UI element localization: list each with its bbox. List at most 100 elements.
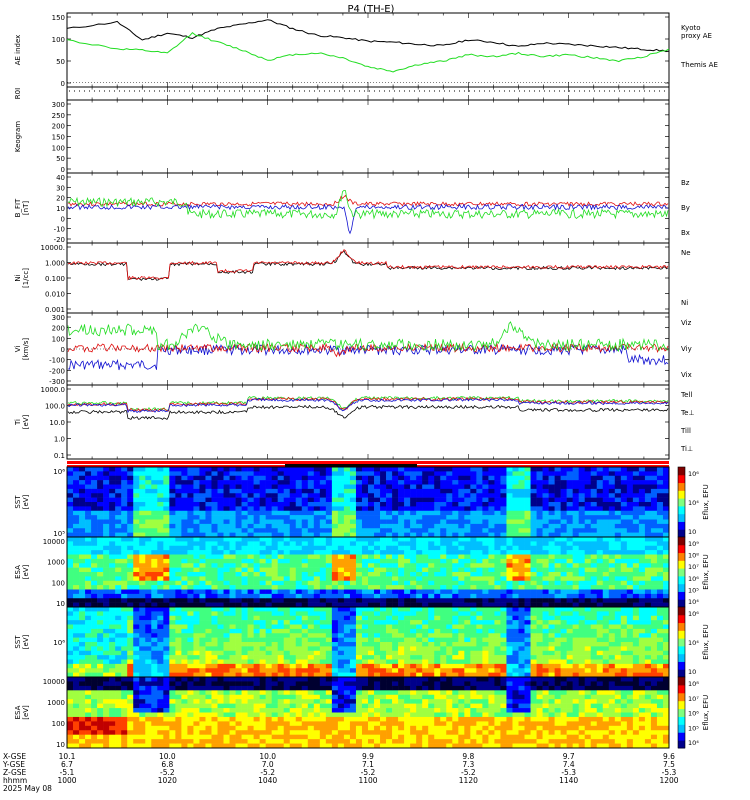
spectrogram-cell: [633, 485, 639, 490]
spectrogram-cell: [91, 541, 97, 546]
spectrogram-cell: [163, 506, 169, 511]
spectrogram-cell: [278, 629, 284, 634]
spectrogram-cell: [482, 498, 488, 503]
spectrogram-cell: [139, 559, 145, 564]
spectrogram-cell: [218, 537, 224, 542]
spectrogram-cell: [218, 607, 224, 612]
spectrogram-cell: [193, 550, 199, 555]
spectrogram-cell: [218, 555, 224, 560]
spectrogram-cell: [398, 555, 404, 560]
spectrogram-cell: [398, 467, 404, 472]
spectrogram-cell: [308, 651, 314, 656]
spectrogram-cell: [248, 642, 254, 647]
spectrogram-cell: [500, 576, 506, 581]
spectrogram-cell: [193, 467, 199, 472]
spectrogram-cell: [230, 541, 236, 546]
spectrogram-cell: [476, 585, 482, 590]
spectrogram-cell: [224, 485, 230, 490]
spectrogram-cell: [615, 467, 621, 472]
spectrogram-cell: [205, 664, 211, 669]
spectrogram-cell: [187, 502, 193, 507]
spectrogram-cell: [537, 594, 543, 599]
spectrogram-cell: [308, 611, 314, 616]
colorbar-tick: 10⁴: [688, 739, 699, 747]
spectrogram-cell: [284, 642, 290, 647]
spectrogram-cell: [211, 502, 217, 507]
spectrogram-cell: [278, 520, 284, 525]
spectrogram-cell: [224, 489, 230, 494]
spectrogram-cell: [555, 563, 561, 568]
spectrogram-cell: [187, 611, 193, 616]
spectrogram-cell: [452, 515, 458, 520]
spectrogram-cell: [103, 506, 109, 511]
spectrogram-cell: [260, 524, 266, 529]
spectrogram-cell: [633, 498, 639, 503]
spectrogram-cell: [362, 563, 368, 568]
spectrogram-cell: [248, 629, 254, 634]
spectrogram-cell: [169, 476, 175, 481]
spectrogram-cell: [332, 655, 338, 660]
spectrogram-cell: [163, 511, 169, 516]
spectrogram-cell: [266, 664, 272, 669]
spectrogram-cell: [591, 502, 597, 507]
spectrogram-cell: [145, 559, 151, 564]
spectrogram-cell: [193, 576, 199, 581]
spectrogram-cell: [422, 590, 428, 595]
spectrogram-cell: [121, 625, 127, 630]
spectrogram-cell: [67, 524, 73, 529]
spectrogram-cell: [621, 594, 627, 599]
spectrogram-cell: [151, 471, 157, 476]
spectrogram-cell: [272, 515, 278, 520]
spectrogram-cell: [434, 471, 440, 476]
spectrogram-cell: [591, 520, 597, 525]
spectrogram-cell: [97, 550, 103, 555]
spectrogram-cell: [362, 537, 368, 542]
spectrogram-cell: [651, 550, 657, 555]
spectrogram-cell: [97, 633, 103, 638]
spectrogram-cell: [181, 668, 187, 673]
spectrogram-cell: [284, 594, 290, 599]
y-tick-label: 10: [56, 205, 65, 213]
spectrogram-cell: [350, 559, 356, 564]
spectrogram-cell: [621, 555, 627, 560]
spectrogram-cell: [320, 520, 326, 525]
spectrogram-cell: [97, 498, 103, 503]
spectrogram-cell: [525, 485, 531, 490]
spectrogram-cell: [663, 585, 669, 590]
spectrogram-cell: [175, 620, 181, 625]
spectrogram-cell: [290, 651, 296, 656]
spectrogram-cell: [145, 668, 151, 673]
spectrogram-cell: [392, 520, 398, 525]
spectrogram-cell: [410, 576, 416, 581]
spectrogram-cell: [67, 646, 73, 651]
spectrogram-cell: [458, 541, 464, 546]
spectrogram-cell: [422, 502, 428, 507]
spectrogram-cell: [615, 559, 621, 564]
spectrogram-cell: [332, 620, 338, 625]
spectrogram-cell: [651, 563, 657, 568]
y-tick-label: -10: [54, 226, 65, 234]
spectrogram-cell: [380, 537, 386, 542]
spectrogram-cell: [133, 668, 139, 673]
spectrogram-cell: [338, 563, 344, 568]
spectrogram-cell: [404, 572, 410, 577]
spectrogram-cell: [187, 576, 193, 581]
spectrogram-cell: [434, 493, 440, 498]
spectrogram-cell: [260, 467, 266, 472]
spectrogram-cell: [422, 467, 428, 472]
spectrogram-cell: [392, 594, 398, 599]
spectrogram-cell: [97, 485, 103, 490]
spectrogram-cell: [169, 489, 175, 494]
spectrogram-cell: [284, 572, 290, 577]
spectrogram-cell: [97, 594, 103, 599]
spectrogram-cell: [163, 625, 169, 630]
y-axis-label: [km/s]: [22, 338, 30, 361]
spectrogram-cell: [549, 585, 555, 590]
spectrogram-cell: [627, 598, 633, 603]
spectrogram-cell: [506, 559, 512, 564]
spectrogram-cell: [386, 493, 392, 498]
spectrogram-cell: [651, 493, 657, 498]
spectrogram-cell: [67, 629, 73, 634]
spectrogram-cell: [181, 655, 187, 660]
spectrogram-cell: [525, 541, 531, 546]
